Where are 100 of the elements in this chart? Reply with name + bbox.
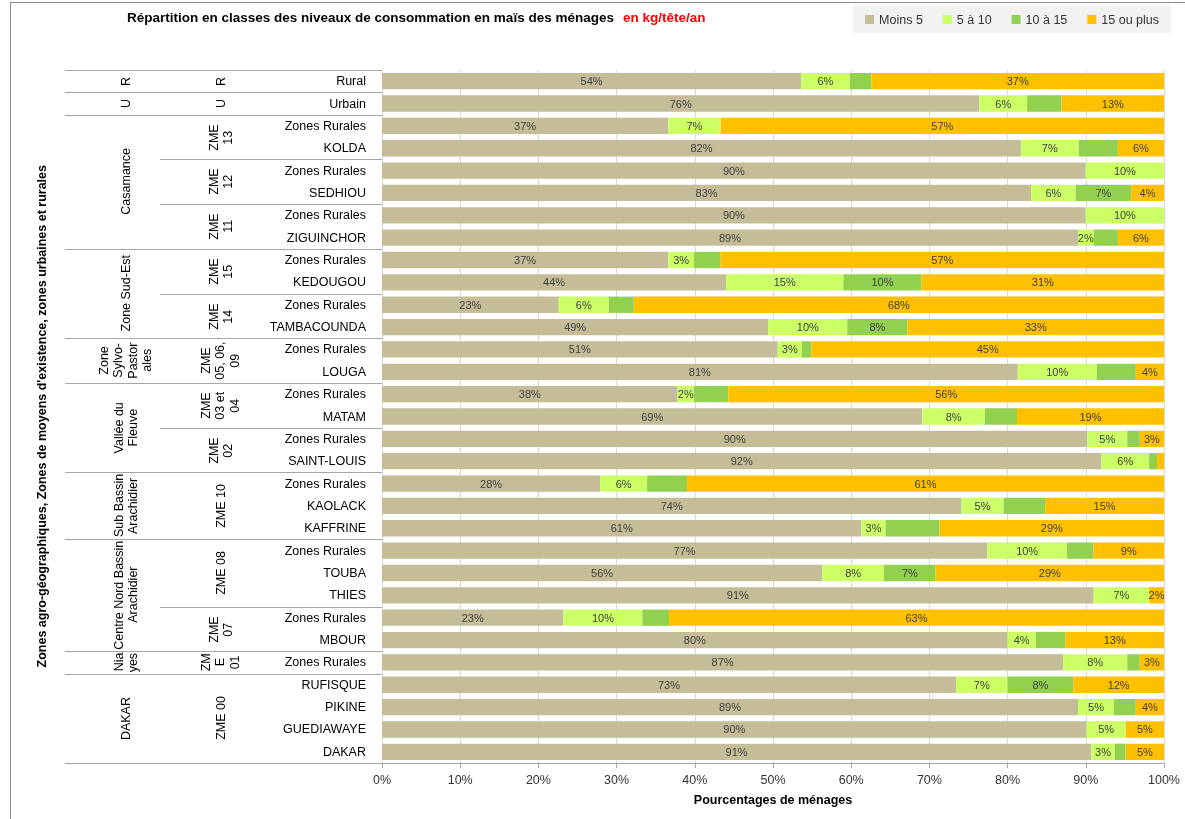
data-label: 54% bbox=[580, 75, 603, 88]
data-label: 33% bbox=[1024, 321, 1047, 334]
data-label: 15% bbox=[1093, 499, 1116, 512]
bar bbox=[382, 95, 980, 112]
bar bbox=[1063, 654, 1128, 671]
data-label: 10% bbox=[1016, 544, 1039, 557]
y-tick-label: Zones Rurales bbox=[284, 342, 366, 357]
bar bbox=[608, 296, 634, 313]
data-label: 4% bbox=[1141, 701, 1159, 714]
data-label: 3% bbox=[865, 522, 882, 535]
y-tick-label: Rural bbox=[336, 74, 366, 89]
data-label: 10% bbox=[1113, 209, 1137, 222]
data-label: 29% bbox=[1040, 522, 1063, 535]
bar bbox=[382, 251, 669, 269]
data-label: 6% bbox=[995, 97, 1012, 110]
bar bbox=[1093, 542, 1164, 559]
bar bbox=[1017, 363, 1097, 380]
bar bbox=[1067, 542, 1094, 559]
bar bbox=[939, 520, 1164, 537]
bar bbox=[647, 475, 687, 492]
bar bbox=[382, 676, 956, 693]
bar bbox=[694, 251, 721, 269]
text: ZME 15 bbox=[206, 257, 236, 287]
bar bbox=[1073, 676, 1164, 693]
legend-label: Moins 5 bbox=[879, 12, 923, 27]
data-label: 5% bbox=[974, 499, 991, 512]
data-label: 91% bbox=[726, 589, 750, 602]
x-axis-title: Pourcentages de ménages bbox=[693, 792, 853, 807]
data-label: 91% bbox=[725, 745, 748, 758]
bar bbox=[1003, 497, 1046, 515]
bar bbox=[921, 274, 1164, 291]
text: Casamance bbox=[118, 148, 134, 216]
y-tick-label: KEDOUGOU bbox=[293, 275, 366, 290]
data-label: 9% bbox=[1120, 544, 1137, 557]
x-tick-label: 100% bbox=[1148, 772, 1180, 787]
data-label: 56% bbox=[935, 388, 958, 401]
y-tick-label: Zones Rurales bbox=[284, 297, 366, 312]
data-label: 10% bbox=[796, 321, 820, 334]
y-tick-label: KAOLACK bbox=[306, 498, 367, 513]
bar bbox=[1127, 430, 1140, 448]
bar bbox=[935, 564, 1164, 582]
data-label: 61% bbox=[914, 477, 937, 490]
bar bbox=[884, 564, 936, 582]
data-label: 49% bbox=[564, 321, 587, 334]
data-label: 7% bbox=[901, 566, 919, 579]
data-label: 4% bbox=[1139, 186, 1156, 199]
bar bbox=[1149, 453, 1157, 470]
bar bbox=[382, 631, 1008, 649]
data-label: 37% bbox=[514, 254, 537, 267]
data-label: 6% bbox=[575, 298, 592, 311]
bar bbox=[726, 274, 844, 291]
data-label: 8% bbox=[869, 321, 886, 334]
y-tick-label: TOUBA bbox=[323, 565, 367, 580]
text: U bbox=[118, 99, 134, 109]
y-tick-label: Zones Rurales bbox=[284, 118, 366, 133]
bar bbox=[885, 520, 940, 537]
data-label: 13% bbox=[1103, 634, 1126, 647]
bar bbox=[382, 207, 1086, 224]
data-label: 77% bbox=[673, 544, 696, 557]
y-tick-label: ZIGUINCHOR bbox=[286, 230, 366, 245]
data-label: 37% bbox=[514, 119, 537, 132]
bar bbox=[694, 385, 729, 403]
bar bbox=[1065, 631, 1164, 649]
data-label: 89% bbox=[718, 231, 742, 244]
data-label: 6% bbox=[817, 75, 834, 88]
y-tick-label: THIES bbox=[329, 588, 366, 603]
text: Zone Sud-Est bbox=[118, 255, 134, 332]
text: ZME 14 bbox=[206, 301, 236, 332]
text: ZME 01 bbox=[199, 652, 243, 673]
data-label: 2% bbox=[1148, 589, 1165, 602]
x-tick-label: 30% bbox=[604, 772, 630, 787]
y-tick-label: GUEDIAWAYE bbox=[283, 722, 366, 737]
y-tick-label: SEDHIOU bbox=[309, 185, 366, 200]
data-label: 12% bbox=[1107, 678, 1130, 691]
data-label: 5% bbox=[1098, 723, 1115, 736]
text: ZME 07 bbox=[206, 614, 236, 645]
text: ZME 00 bbox=[213, 696, 229, 741]
bar bbox=[1093, 229, 1118, 246]
bar bbox=[382, 229, 1078, 246]
data-label: 3% bbox=[1143, 432, 1161, 445]
bar bbox=[720, 117, 1164, 135]
bar bbox=[382, 117, 669, 135]
text: U bbox=[213, 99, 229, 109]
y-tick-label: PIKINE bbox=[325, 700, 366, 715]
bar bbox=[1061, 95, 1164, 112]
data-label: 44% bbox=[543, 276, 566, 289]
bar bbox=[1156, 453, 1164, 470]
bar bbox=[907, 318, 1164, 336]
bar bbox=[811, 341, 1164, 358]
text: R bbox=[118, 76, 134, 86]
y-tick-label: KOLDA bbox=[323, 141, 367, 156]
data-label: 3% bbox=[1095, 745, 1112, 758]
data-label: 7% bbox=[973, 678, 990, 691]
bar bbox=[382, 721, 1087, 738]
x-tick-label: 40% bbox=[682, 772, 708, 787]
bar bbox=[382, 430, 1088, 448]
bar bbox=[382, 475, 601, 492]
data-label: 73% bbox=[657, 678, 681, 691]
bar bbox=[955, 676, 1008, 693]
bar bbox=[382, 73, 802, 90]
